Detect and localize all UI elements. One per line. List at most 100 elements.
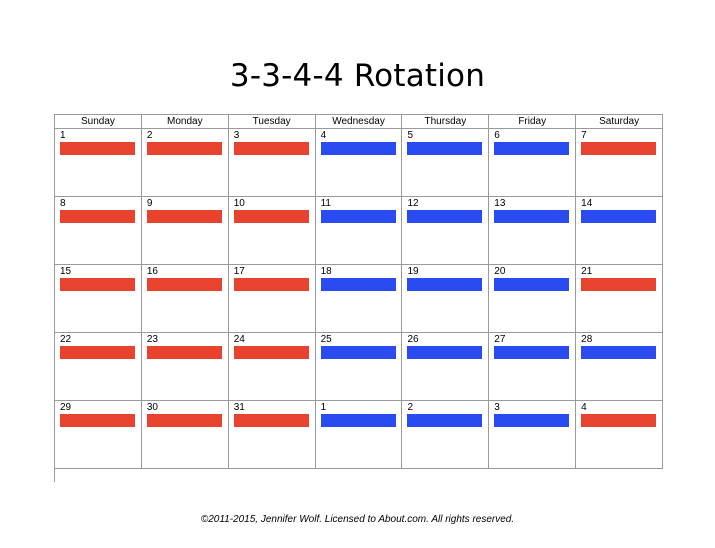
day-cell: 16 (141, 265, 229, 333)
day-number: 22 (60, 334, 72, 345)
week-row: 8 9 10 11 12 13 14 (55, 197, 664, 265)
page-title: 3-3-4-4 Rotation (229, 58, 486, 94)
blue-shift-bar (320, 278, 396, 291)
day-cell: 27 (489, 333, 577, 401)
day-cell: 1 (315, 401, 403, 469)
day-cell: 25 (315, 333, 403, 401)
day-cell: 29 (55, 401, 142, 469)
day-number: 19 (407, 266, 419, 277)
red-shift-bar (146, 142, 222, 155)
day-number: 2 (146, 130, 153, 141)
red-shift-bar (146, 346, 222, 359)
rotation-calendar: Sunday Monday Tuesday Wednesday Thursday… (54, 114, 664, 482)
day-number: 4 (581, 402, 587, 413)
day-cell: 9 (141, 197, 229, 265)
day-number: 31 (233, 402, 245, 413)
blue-shift-bar (320, 142, 396, 155)
day-cell: 21 (576, 265, 664, 333)
blue-shift-bar (407, 210, 483, 223)
day-cell: 18 (315, 265, 403, 333)
day-number: 14 (581, 198, 593, 209)
red-shift-bar (60, 142, 135, 155)
copyright-footer: ©2011-2015, Jennifer Wolf. Licensed to A… (200, 514, 515, 525)
red-shift-bar (233, 210, 309, 223)
blue-shift-bar (494, 414, 570, 427)
day-cell: 11 (315, 197, 403, 265)
blue-shift-bar (494, 278, 570, 291)
day-cell: 15 (55, 265, 142, 333)
red-shift-bar (581, 278, 657, 291)
day-number: 1 (320, 402, 327, 413)
red-shift-bar (233, 142, 309, 155)
red-shift-bar (60, 346, 135, 359)
weekday-header: Monday (141, 115, 229, 129)
weekday-header-row: Sunday Monday Tuesday Wednesday Thursday… (55, 115, 664, 129)
day-number: 3 (233, 130, 240, 141)
day-cell: 19 (402, 265, 490, 333)
red-shift-bar (60, 414, 135, 427)
weekday-header: Wednesday (315, 115, 403, 129)
day-number: 21 (581, 266, 593, 277)
weekday-header: Tuesday (228, 115, 316, 129)
day-cell: 10 (228, 197, 316, 265)
weekday-header: Saturday (576, 115, 664, 129)
day-cell: 20 (489, 265, 577, 333)
day-cell: 3 (489, 401, 577, 469)
day-number: 24 (233, 334, 245, 345)
day-cell: 14 (576, 197, 664, 265)
day-number: 6 (494, 130, 500, 141)
blue-shift-bar (407, 414, 483, 427)
blue-shift-bar (407, 278, 483, 291)
day-cell: 6 (489, 129, 577, 197)
day-number: 27 (494, 334, 506, 345)
blue-shift-bar (407, 142, 483, 155)
day-cell: 4 (315, 129, 403, 197)
day-number: 29 (60, 402, 72, 413)
day-number: 1 (60, 130, 66, 141)
day-cell: 5 (402, 129, 490, 197)
day-number: 28 (581, 334, 593, 345)
day-cell: 13 (489, 197, 577, 265)
day-cell: 28 (576, 333, 664, 401)
red-shift-bar (60, 278, 135, 291)
week-row: 15 16 17 18 19 20 21 (55, 265, 664, 333)
day-cell: 17 (228, 265, 316, 333)
red-shift-bar (233, 346, 309, 359)
day-number: 9 (146, 198, 153, 209)
day-cell: 2 (402, 401, 490, 469)
week-row: 1 2 3 4 5 6 7 (55, 129, 664, 197)
day-number: 12 (407, 198, 419, 209)
day-cell: 31 (228, 401, 316, 469)
day-number: 3 (494, 402, 500, 413)
day-number: 25 (320, 334, 332, 345)
day-cell: 23 (141, 333, 229, 401)
blue-shift-bar (494, 346, 570, 359)
red-shift-bar (146, 210, 222, 223)
day-number: 13 (494, 198, 506, 209)
day-number: 7 (581, 130, 587, 141)
week-row: 22 23 24 25 26 27 28 (55, 333, 664, 401)
day-number: 17 (233, 266, 245, 277)
day-number: 20 (494, 266, 506, 277)
day-number: 26 (407, 334, 419, 345)
red-shift-bar (146, 278, 222, 291)
blue-shift-bar (581, 346, 657, 359)
blue-shift-bar (494, 142, 570, 155)
calendar-weeks: 1 2 3 4 5 6 7 8 9 10 11 12 13 14 15 16 17 18 19 20 21 22 23 24 2… (55, 129, 664, 469)
weekday-header: Thursday (402, 115, 490, 129)
day-cell: 12 (402, 197, 490, 265)
day-number: 8 (60, 198, 66, 209)
day-number: 2 (407, 402, 413, 413)
red-shift-bar (581, 142, 657, 155)
day-number: 4 (320, 130, 327, 141)
blue-shift-bar (494, 210, 570, 223)
day-number: 11 (320, 198, 331, 209)
day-number: 15 (60, 266, 72, 277)
red-shift-bar (146, 414, 222, 427)
day-cell: 8 (55, 197, 142, 265)
weekday-header: Sunday (55, 115, 142, 129)
blue-shift-bar (320, 414, 396, 427)
day-number: 18 (320, 266, 332, 277)
blue-shift-bar (320, 210, 396, 223)
blue-shift-bar (320, 346, 396, 359)
